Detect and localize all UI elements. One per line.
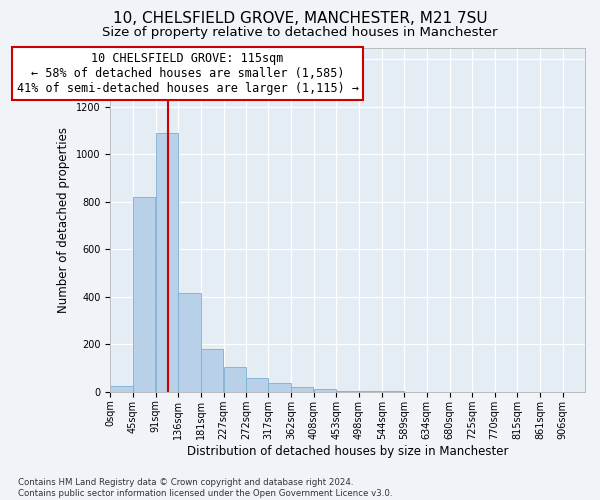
- Bar: [133, 197, 155, 392]
- Bar: [110, 386, 133, 392]
- Text: Contains HM Land Registry data © Crown copyright and database right 2024.
Contai: Contains HM Land Registry data © Crown c…: [18, 478, 392, 498]
- Bar: [337, 390, 359, 392]
- Text: 10, CHELSFIELD GROVE, MANCHESTER, M21 7SU: 10, CHELSFIELD GROVE, MANCHESTER, M21 7S…: [113, 11, 487, 26]
- X-axis label: Distribution of detached houses by size in Manchester: Distribution of detached houses by size …: [187, 444, 508, 458]
- Bar: [155, 133, 178, 392]
- Bar: [178, 294, 200, 392]
- Bar: [268, 384, 291, 392]
- Text: 10 CHELSFIELD GROVE: 115sqm
← 58% of detached houses are smaller (1,585)
41% of : 10 CHELSFIELD GROVE: 115sqm ← 58% of det…: [17, 52, 359, 95]
- Y-axis label: Number of detached properties: Number of detached properties: [58, 126, 70, 312]
- Bar: [246, 378, 268, 392]
- Bar: [314, 390, 337, 392]
- Bar: [224, 367, 246, 392]
- Text: Size of property relative to detached houses in Manchester: Size of property relative to detached ho…: [102, 26, 498, 39]
- Bar: [359, 391, 382, 392]
- Bar: [200, 349, 223, 392]
- Bar: [291, 387, 313, 392]
